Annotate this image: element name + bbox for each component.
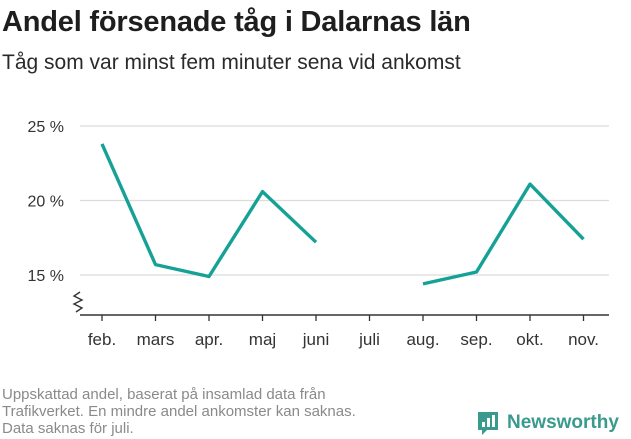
footnote-line: Uppskattad andel, baserat på insamlad da… — [2, 386, 326, 403]
x-tick-label: nov. — [568, 330, 599, 349]
x-tick-label: apr. — [195, 330, 223, 349]
x-axis: feb. mars apr. maj juni juli aug. sep. okt. nov. — [80, 314, 609, 349]
x-tick-label: maj — [249, 330, 276, 349]
brand-name: Newsworthy — [507, 412, 619, 433]
series-lines — [100, 143, 585, 286]
x-tick-label: feb. — [88, 330, 116, 349]
y-tick-label: 25 % — [28, 119, 64, 136]
axis-break-icon — [72, 291, 84, 313]
x-tick-label: juli — [358, 330, 380, 349]
y-tick-label: 20 % — [28, 194, 64, 211]
footnote-line: Data saknas för juli. — [2, 420, 134, 437]
y-tick-label: 15 % — [28, 268, 64, 285]
x-tick-label: aug. — [406, 330, 439, 349]
chart-title: Andel försenade tåg i Dalarnas län — [2, 6, 471, 38]
footnote-line: Trafikverket. En mindre andel ankomster … — [2, 403, 356, 420]
y-axis: 15 % 20 % 25 % — [28, 119, 84, 313]
x-tick-label: sep. — [460, 330, 492, 349]
newsworthy-logo-icon — [478, 412, 498, 435]
chart-subtitle: Tåg som var minst fem minuter sena vid a… — [2, 51, 461, 74]
line-chart: 15 % 20 % 25 % feb. mars apr. maj juni juli aug.… — [28, 119, 609, 349]
series-line-segment — [422, 182, 585, 286]
brand-logo: Newsworthy — [476, 410, 619, 436]
x-tick-label: juni — [302, 330, 329, 349]
x-tick-label: mars — [137, 330, 175, 349]
x-tick-label: okt. — [516, 330, 543, 349]
footnote: Uppskattad andel, baserat på insamlad da… — [2, 386, 356, 437]
grid-lines — [80, 125, 609, 276]
series-line-segment — [100, 143, 318, 279]
